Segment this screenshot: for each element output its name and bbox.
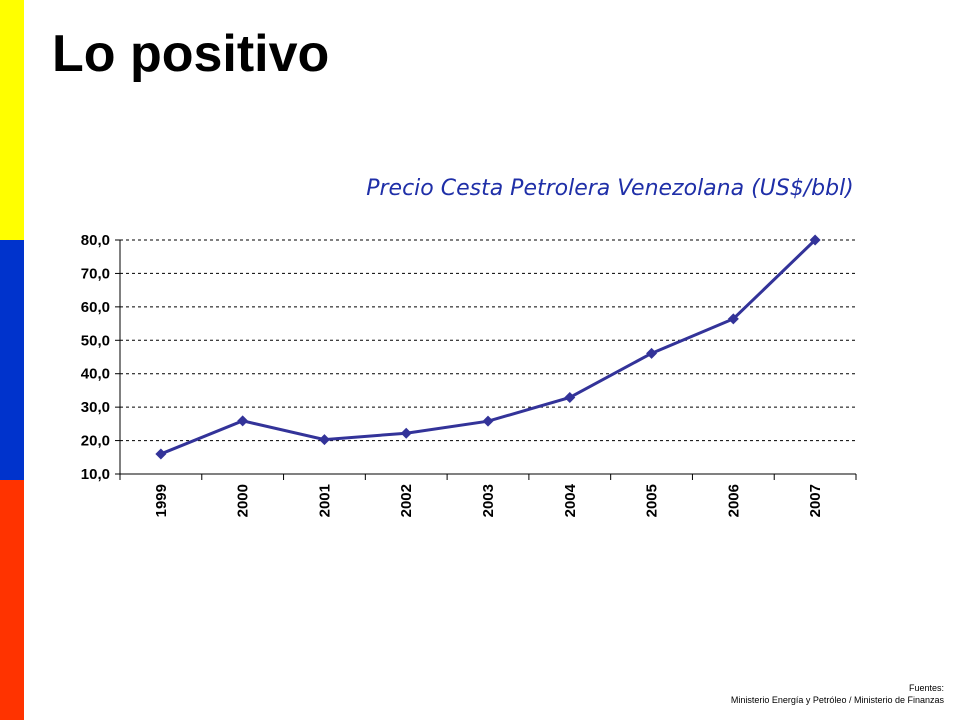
x-tick-label: 2004	[562, 483, 579, 517]
data-point-2004	[564, 391, 576, 403]
chart-series	[155, 234, 821, 460]
source-text: Ministerio Energía y Petróleo / Minister…	[730, 694, 944, 705]
x-tick-label: 1999	[153, 484, 170, 517]
y-tick-label: 70,0	[81, 265, 110, 282]
x-tick-label: 2002	[398, 484, 415, 517]
data-point-2000	[237, 415, 249, 427]
data-point-2001	[318, 434, 330, 446]
data-point-2005	[646, 347, 658, 359]
y-tick-label: 10,0	[81, 466, 110, 483]
x-tick-label: 2006	[725, 484, 742, 517]
y-tick-label: 40,0	[81, 366, 110, 383]
flag-stripe-yellow	[0, 0, 24, 240]
slide-title: Lo positivo	[52, 25, 330, 83]
source-label: Fuentes:	[908, 682, 944, 693]
data-point-1999	[155, 448, 167, 460]
y-tick-label: 50,0	[81, 332, 110, 349]
data-point-2007	[809, 234, 821, 246]
y-tick-label: 30,0	[81, 399, 110, 416]
flag-stripe-blue	[0, 240, 24, 480]
x-tick-label: 2007	[807, 484, 824, 517]
data-point-2006	[727, 313, 739, 325]
chart-grid	[120, 239, 856, 442]
x-tick-label: 2003	[480, 484, 497, 517]
chart-axes: 10,0 20,0 30,0 40,0 50,0 60,0 70,0 80,0 1999 2000…	[81, 232, 857, 517]
data-point-2002	[400, 427, 412, 439]
x-tick-label: 2000	[235, 484, 252, 517]
flag-stripe-red	[0, 480, 24, 720]
x-tick-label: 2005	[644, 484, 661, 517]
data-point-2003	[482, 415, 494, 427]
y-tick-label: 80,0	[81, 232, 110, 249]
x-tick-label: 2001	[316, 484, 333, 517]
y-tick-label: 60,0	[81, 299, 110, 316]
y-tick-label: 20,0	[81, 433, 110, 450]
source-note: Fuentes: Ministerio Energía y Petróleo /…	[731, 682, 944, 706]
chart-title: Precio Cesta Petrolera Venezolana (US$/b…	[366, 176, 854, 201]
